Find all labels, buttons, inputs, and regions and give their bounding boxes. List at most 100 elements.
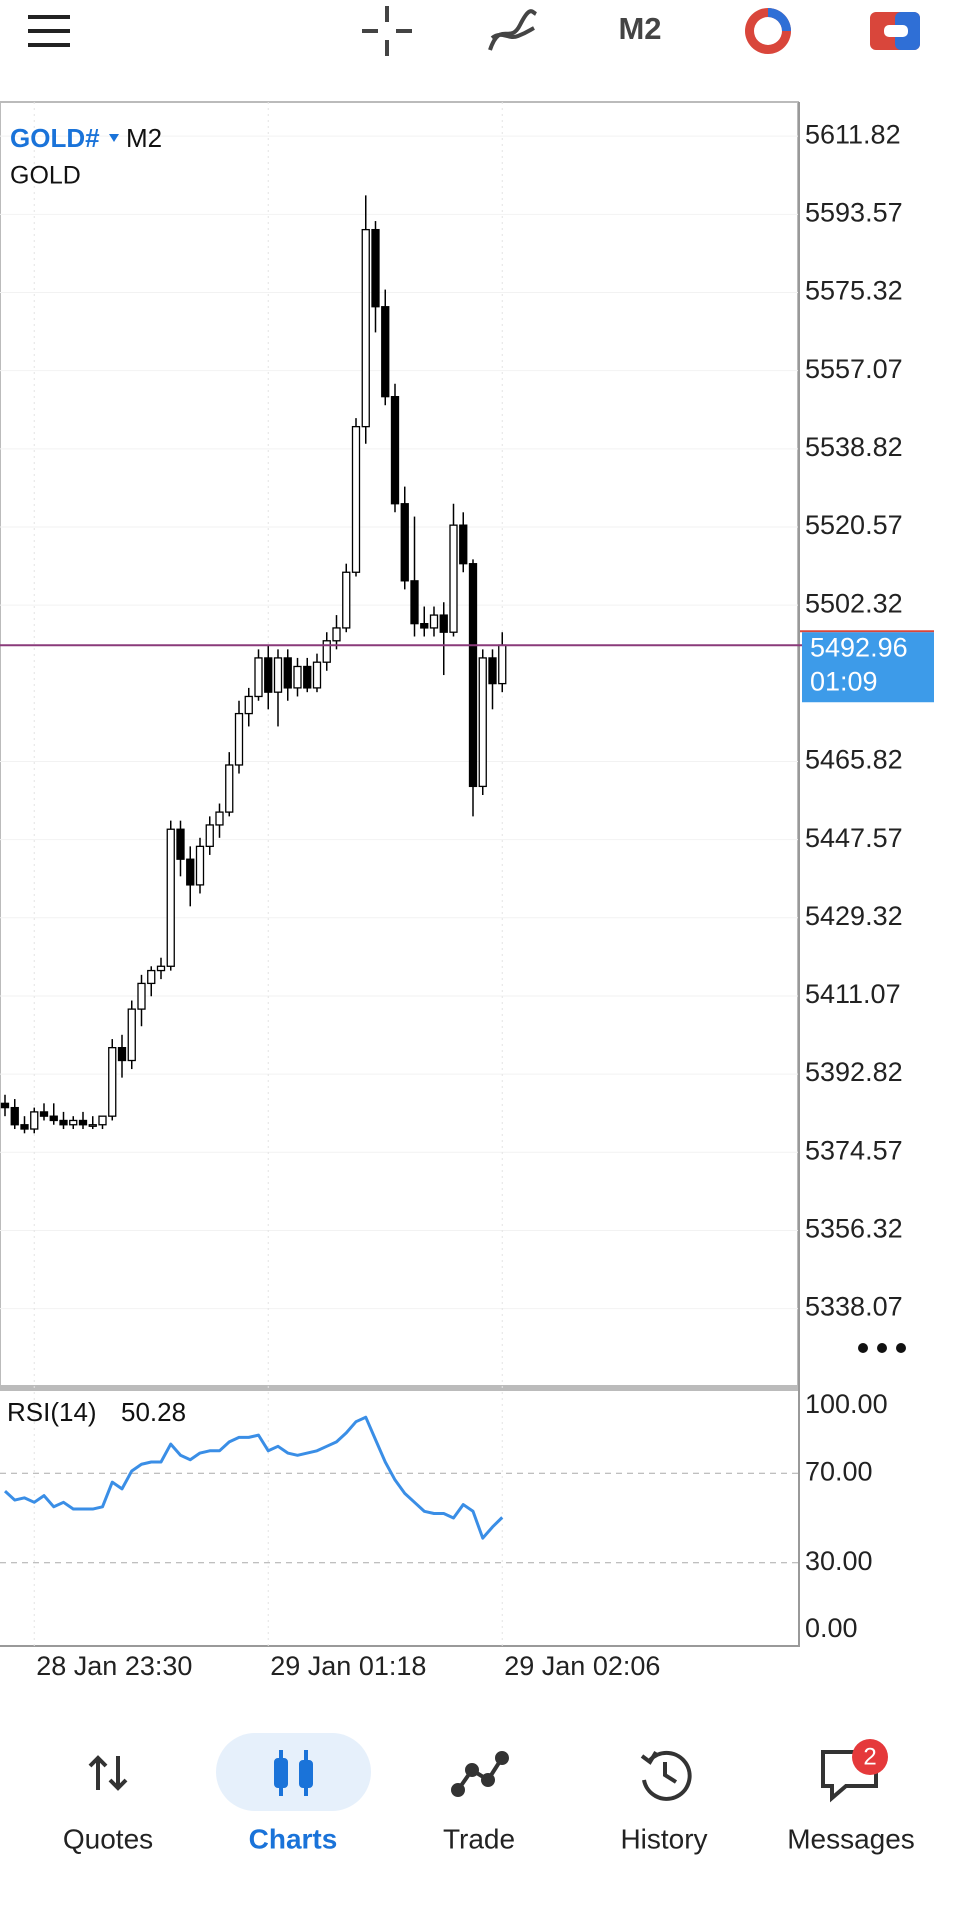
candle-body (371, 228, 380, 308)
nav-quotes[interactable]: Quotes (63, 1823, 153, 1854)
candle-body (361, 228, 370, 428)
trade-icon (451, 1751, 509, 1797)
price-tick-label: 5411.07 (805, 979, 901, 1009)
nav-charts[interactable]: Charts (249, 1823, 338, 1854)
candle-body (0, 1102, 10, 1109)
price-panel (0, 101, 799, 1387)
candle-body (205, 824, 214, 848)
rsi-tick-label: 100.00 (805, 1389, 888, 1419)
rsi-name: RSI(14) (7, 1397, 97, 1427)
candle-body (147, 969, 156, 985)
rsi-tick-label: 0.00 (805, 1613, 858, 1643)
candle-body (166, 828, 175, 967)
grid (0, 102, 798, 1646)
candle-body (244, 695, 253, 715)
more-button[interactable] (858, 1343, 906, 1353)
price-tick-label: 5465.82 (805, 745, 903, 775)
candle-body (59, 1119, 68, 1126)
candle-body (20, 1124, 29, 1130)
candle-body (186, 858, 195, 886)
menu-button[interactable] (28, 15, 70, 47)
price-tick-label: 5575.32 (805, 276, 903, 306)
candle-body (88, 1124, 97, 1127)
price-tick-label: 5520.57 (805, 510, 903, 540)
price-tick-label: 5557.07 (805, 354, 903, 384)
price-tick-label: 5593.57 (805, 197, 903, 227)
current-price-label: 5492.96 (810, 632, 908, 662)
nav-trade[interactable]: Trade (443, 1823, 515, 1854)
nav-messages[interactable]: Messages (787, 1823, 915, 1854)
countdown-label: 01:09 (810, 666, 878, 696)
badge-count: 2 (863, 1743, 876, 1770)
symbol[interactable]: GOLD# (10, 123, 100, 153)
time-tick-label: 29 Jan 02:06 (504, 1651, 660, 1681)
price-tick-label: 5392.82 (805, 1057, 903, 1087)
candle-body (351, 425, 361, 573)
price-tick-label: 5356.32 (805, 1214, 903, 1244)
candle-body (39, 1111, 49, 1117)
candle-body (127, 1008, 136, 1062)
symbol-description: GOLD (10, 162, 81, 190)
candle-body (137, 982, 146, 1010)
candle-body (498, 644, 507, 685)
candle-body (342, 571, 351, 629)
candle-body (195, 845, 205, 886)
candle-body (420, 623, 429, 629)
indicators-button[interactable] (488, 9, 538, 51)
candle-body (332, 627, 341, 642)
rsi-tick-label: 30.00 (805, 1546, 873, 1576)
candle-body (468, 563, 478, 788)
current-price-box (802, 632, 934, 703)
price-tick-label: 5429.32 (805, 901, 903, 931)
candle-body (225, 764, 234, 813)
candle-body (98, 1115, 107, 1126)
candle-body (234, 712, 244, 766)
quotes-icon (88, 1755, 128, 1791)
history-icon (640, 1750, 692, 1801)
rsi-line (3, 1415, 504, 1540)
candle-body (459, 524, 468, 565)
price-tick-label: 5538.82 (805, 432, 903, 462)
rsi-tick-label: 70.00 (805, 1456, 873, 1486)
candle-body (69, 1119, 78, 1126)
rsi-value: 50.28 (121, 1397, 186, 1427)
candle-body (264, 657, 273, 693)
price-tick-label: 5611.82 (805, 119, 901, 149)
symbol-dropdown[interactable] (109, 134, 119, 142)
candle-body (478, 657, 487, 788)
candle-body (439, 614, 448, 633)
candle-body (293, 665, 302, 689)
marks: 5492.96 01:09 (0, 195, 934, 1540)
price-tick-label: 5447.57 (805, 823, 903, 853)
candle-body (312, 661, 322, 689)
one-click-button[interactable] (870, 12, 920, 50)
price-tick-label: 5374.57 (805, 1135, 903, 1165)
candle-body (303, 665, 312, 689)
candle-body (117, 1047, 127, 1062)
candle-body (449, 524, 458, 633)
candle-body (381, 306, 390, 398)
candle-body (108, 1047, 117, 1117)
trading-button[interactable] (745, 8, 791, 54)
crosshair-button[interactable] (362, 6, 412, 56)
timeframe-button[interactable]: M2 (618, 11, 661, 46)
candle-body (156, 965, 166, 972)
time-tick-label: 29 Jan 01:18 (270, 1651, 426, 1681)
candle-body (322, 640, 331, 663)
candle-body (273, 657, 283, 693)
candle-body (254, 657, 263, 698)
candle-body (78, 1119, 88, 1126)
candle-body (488, 657, 497, 685)
candle-body (390, 396, 400, 505)
candle-body (410, 580, 419, 625)
candle-body (429, 614, 439, 629)
time-tick-label: 28 Jan 23:30 (36, 1651, 192, 1681)
price-tick-label: 5338.07 (805, 1292, 903, 1322)
nav-history[interactable]: History (620, 1823, 707, 1854)
badge (852, 1739, 888, 1775)
active-tab-highlight (216, 1733, 371, 1811)
chart-timeframe: M2 (126, 123, 162, 153)
candle-body (176, 828, 185, 860)
